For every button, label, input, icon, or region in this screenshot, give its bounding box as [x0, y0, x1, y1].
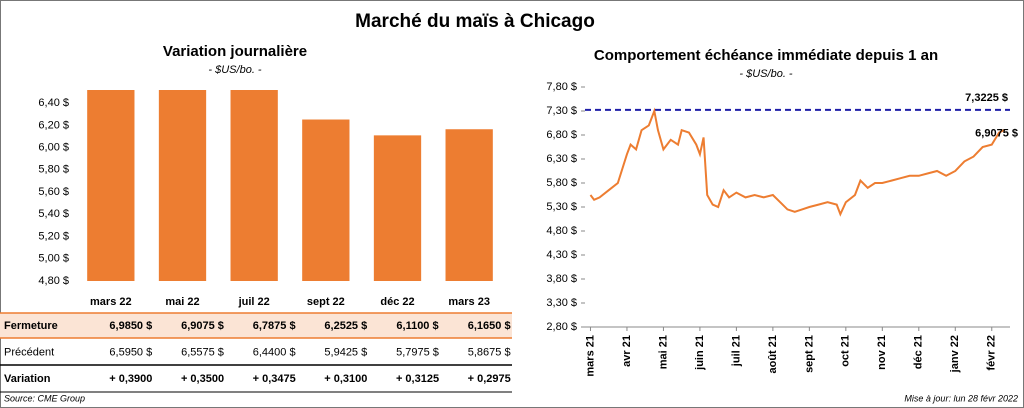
reference-label: 7,3225 $: [965, 92, 1008, 104]
annotation: 6,9075 $: [975, 128, 1018, 140]
row-label: Précédent: [4, 346, 54, 358]
bar: [445, 129, 493, 281]
y-tick-label: 6,40 $: [38, 97, 69, 109]
x-tick-label: août 21: [767, 335, 779, 374]
x-tick-label: févr 22: [986, 335, 998, 370]
y-tick-label: 3,80 $: [546, 273, 577, 285]
y-tick-label: 5,40 $: [38, 208, 69, 220]
x-tick-label: nov 21: [876, 335, 888, 370]
y-tick-label: 5,20 $: [38, 230, 69, 242]
table-cell: 5,8675 $: [468, 346, 511, 358]
table-cell: 6,7875 $: [253, 320, 296, 332]
x-tick-label: mars 23: [448, 296, 490, 308]
table-cell: + 0,3125: [396, 373, 439, 385]
x-tick-label: juil 22: [238, 296, 270, 308]
x-tick-label: juin 21: [694, 335, 706, 371]
line-series: [589, 107, 1005, 217]
bar: [158, 90, 207, 281]
bar: [230, 90, 278, 281]
y-tick-label: 6,80 $: [546, 129, 577, 141]
y-tick-label: 5,80 $: [38, 164, 69, 176]
y-tick-label: 6,30 $: [546, 153, 577, 165]
table-cell: 6,9850 $: [109, 320, 152, 332]
table-cell: + 0,3475: [253, 373, 296, 385]
x-tick-label: janv 22: [949, 335, 961, 373]
x-tick-label: déc 21: [913, 335, 925, 369]
y-tick-label: 2,80 $: [546, 321, 577, 333]
table-cell: + 0,3100: [324, 373, 367, 385]
chart-title: Comportement échéance immédiate depuis 1…: [594, 47, 938, 64]
y-tick-label: 7,80 $: [546, 81, 577, 93]
table-cell: 5,9425 $: [324, 346, 367, 358]
y-tick-label: 4,80 $: [546, 225, 577, 237]
table-cell: 6,9075 $: [181, 320, 224, 332]
x-tick-label: sept 22: [307, 296, 345, 308]
table-cell: 6,5575 $: [181, 346, 224, 358]
y-tick-label: 6,00 $: [38, 141, 69, 153]
y-tick-label: 7,30 $: [546, 105, 577, 117]
chart-title: Variation journalière: [163, 43, 307, 60]
y-tick-label: 4,30 $: [546, 249, 577, 261]
table-cell: + 0,2975: [468, 373, 511, 385]
bar-group: [87, 90, 493, 281]
x-tick-label: mai 22: [165, 296, 199, 308]
table-cell: 6,2525 $: [324, 320, 367, 332]
y-tick-label: 5,30 $: [546, 201, 577, 213]
row-label: Fermeture: [4, 320, 58, 332]
table-cell: 6,5950 $: [109, 346, 152, 358]
updated: Mise à jour: lun 28 févr 2022: [904, 393, 1018, 403]
y-tick-label: 3,30 $: [546, 297, 577, 309]
row-label: Variation: [4, 373, 51, 385]
row-highlight: [0, 313, 512, 338]
table-cell: 6,4400 $: [253, 346, 296, 358]
x-tick-label: mars 22: [90, 296, 132, 308]
page-title: Marché du maïs à Chicago: [355, 11, 595, 32]
chart-subtitle: - $US/bo. -: [208, 64, 262, 76]
y-tick-label: 5,60 $: [38, 186, 69, 198]
table-cell: 6,1650 $: [468, 320, 511, 332]
x-tick-label: juil 21: [730, 335, 742, 367]
source: Source: CME Group: [4, 393, 85, 403]
table-cell: 6,1100 $: [396, 320, 438, 332]
x-tick-label: oct 21: [840, 335, 852, 367]
chart-subtitle: - $US/bo. -: [739, 68, 793, 80]
table-cell: + 0,3500: [181, 373, 224, 385]
y-tick-label: 5,00 $: [38, 253, 69, 265]
bar: [373, 135, 422, 281]
x-tick-label: avr 21: [621, 335, 633, 367]
y-tick-label: 4,80 $: [38, 275, 69, 287]
table-cell: + 0,3900: [109, 373, 152, 385]
x-tick-label: mai 21: [657, 335, 669, 369]
y-tick-label: 5,80 $: [546, 177, 577, 189]
x-tick-label: mars 21: [584, 335, 596, 377]
bar: [87, 90, 135, 281]
bar: [302, 119, 350, 281]
table-cell: 5,7975 $: [396, 346, 439, 358]
x-tick-label: sept 21: [803, 335, 815, 373]
y-tick-label: 6,20 $: [38, 119, 69, 131]
x-tick-label: déc 22: [380, 296, 414, 308]
